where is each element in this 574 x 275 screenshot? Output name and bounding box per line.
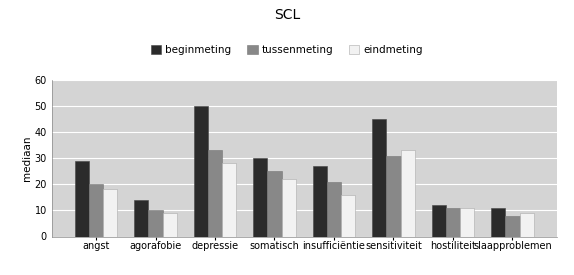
- Bar: [222, 163, 236, 236]
- Bar: [253, 158, 267, 236]
- Bar: [432, 205, 446, 236]
- Bar: [327, 182, 341, 236]
- Bar: [519, 213, 534, 236]
- Bar: [89, 184, 103, 236]
- Bar: [372, 119, 386, 236]
- Bar: [103, 189, 118, 236]
- Bar: [460, 208, 474, 236]
- Bar: [313, 166, 327, 236]
- Bar: [505, 216, 519, 236]
- Bar: [282, 179, 296, 236]
- Bar: [148, 210, 162, 236]
- Bar: [446, 208, 460, 236]
- Y-axis label: mediaan: mediaan: [22, 135, 32, 181]
- Bar: [193, 106, 208, 236]
- Bar: [208, 150, 222, 236]
- Bar: [134, 200, 148, 236]
- Bar: [162, 213, 177, 236]
- Legend: beginmeting, tussenmeting, eindmeting: beginmeting, tussenmeting, eindmeting: [147, 41, 427, 59]
- Bar: [386, 155, 401, 236]
- Text: SCL: SCL: [274, 8, 300, 22]
- Bar: [267, 171, 282, 236]
- Bar: [401, 150, 415, 236]
- Bar: [75, 161, 89, 236]
- Bar: [491, 208, 505, 236]
- Bar: [341, 195, 355, 236]
